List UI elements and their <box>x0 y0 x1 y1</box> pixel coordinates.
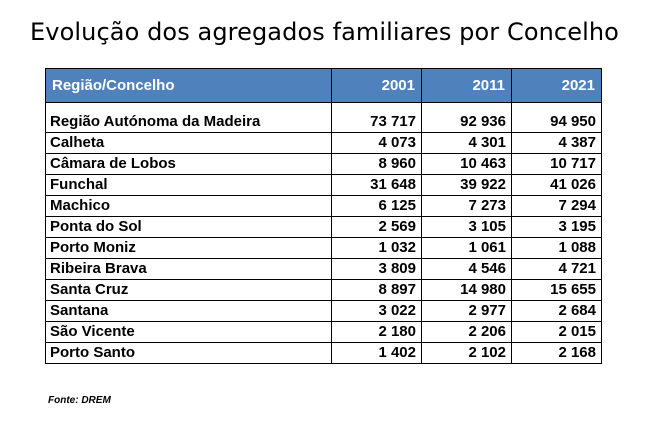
cell-2011: 10 463 <box>421 153 512 175</box>
cell-2001: 2 180 <box>331 321 422 343</box>
cell-2011: 2 977 <box>421 300 512 322</box>
cell-2001: 3 022 <box>331 300 422 322</box>
cell-2001: 73 717 <box>331 112 422 133</box>
cell-2021: 4 721 <box>511 258 602 280</box>
cell-2001: 6 125 <box>331 195 422 217</box>
cell-2001: 31 648 <box>331 174 422 196</box>
table-spacer-row <box>45 102 602 112</box>
cell-2011: 14 980 <box>421 279 512 301</box>
cell-name: Ribeira Brava <box>45 258 332 280</box>
cell-2021: 15 655 <box>511 279 602 301</box>
cell-2021: 2 684 <box>511 300 602 322</box>
table-row: Machico 6 125 7 273 7 294 <box>45 195 602 217</box>
cell-name: São Vicente <box>45 321 332 343</box>
cell-2021: 7 294 <box>511 195 602 217</box>
cell-2001: 1 402 <box>331 342 422 364</box>
cell-2001: 4 073 <box>331 132 422 154</box>
cell-name: Ponta do Sol <box>45 216 332 238</box>
table-row: Santa Cruz 8 897 14 980 15 655 <box>45 279 602 301</box>
header-2011: 2011 <box>421 68 512 103</box>
cell-2011: 2 102 <box>421 342 512 364</box>
cell-2011: 92 936 <box>421 112 512 133</box>
cell-2021: 2 168 <box>511 342 602 364</box>
cell-2001: 3 809 <box>331 258 422 280</box>
cell-2021: 1 088 <box>511 237 602 259</box>
cell-2001: 8 960 <box>331 153 422 175</box>
table-row: Porto Santo 1 402 2 102 2 168 <box>45 342 602 364</box>
header-2001: 2001 <box>331 68 422 103</box>
cell-name: Câmara de Lobos <box>45 153 332 175</box>
cell-2021: 2 015 <box>511 321 602 343</box>
cell-2021: 41 026 <box>511 174 602 196</box>
cell-name: Santana <box>45 300 332 322</box>
table-row: Funchal 31 648 39 922 41 026 <box>45 174 602 196</box>
cell-name: Porto Santo <box>45 342 332 364</box>
page-title: Evolução dos agregados familiares por Co… <box>30 18 619 46</box>
cell-2001: 8 897 <box>331 279 422 301</box>
table-row: Calheta 4 073 4 301 4 387 <box>45 132 602 154</box>
header-2021: 2021 <box>511 68 602 103</box>
cell-name: Funchal <box>45 174 332 196</box>
cell-2011: 4 301 <box>421 132 512 154</box>
cell-name: Machico <box>45 195 332 217</box>
households-table: Região/Concelho 2001 2011 2021 Região Au… <box>45 68 602 364</box>
cell-2011: 3 105 <box>421 216 512 238</box>
source-note: Fonte: DREM <box>48 395 111 406</box>
header-region: Região/Concelho <box>45 68 332 103</box>
cell-name: Porto Moniz <box>45 237 332 259</box>
cell-2011: 1 061 <box>421 237 512 259</box>
cell-name: Região Autónoma da Madeira <box>45 112 332 133</box>
table-row: Região Autónoma da Madeira 73 717 92 936… <box>45 112 602 133</box>
cell-2011: 39 922 <box>421 174 512 196</box>
cell-2011: 4 546 <box>421 258 512 280</box>
cell-2021: 94 950 <box>511 112 602 133</box>
table-row: Porto Moniz 1 032 1 061 1 088 <box>45 237 602 259</box>
table-row: São Vicente 2 180 2 206 2 015 <box>45 321 602 343</box>
cell-2021: 10 717 <box>511 153 602 175</box>
table-row: Câmara de Lobos 8 960 10 463 10 717 <box>45 153 602 175</box>
table-row: Ponta do Sol 2 569 3 105 3 195 <box>45 216 602 238</box>
cell-2011: 2 206 <box>421 321 512 343</box>
cell-2011: 7 273 <box>421 195 512 217</box>
cell-2001: 1 032 <box>331 237 422 259</box>
cell-2021: 3 195 <box>511 216 602 238</box>
cell-2001: 2 569 <box>331 216 422 238</box>
table-row: Ribeira Brava 3 809 4 546 4 721 <box>45 258 602 280</box>
cell-name: Calheta <box>45 132 332 154</box>
table-header-row: Região/Concelho 2001 2011 2021 <box>45 68 602 103</box>
table-row: Santana 3 022 2 977 2 684 <box>45 300 602 322</box>
cell-2021: 4 387 <box>511 132 602 154</box>
cell-name: Santa Cruz <box>45 279 332 301</box>
